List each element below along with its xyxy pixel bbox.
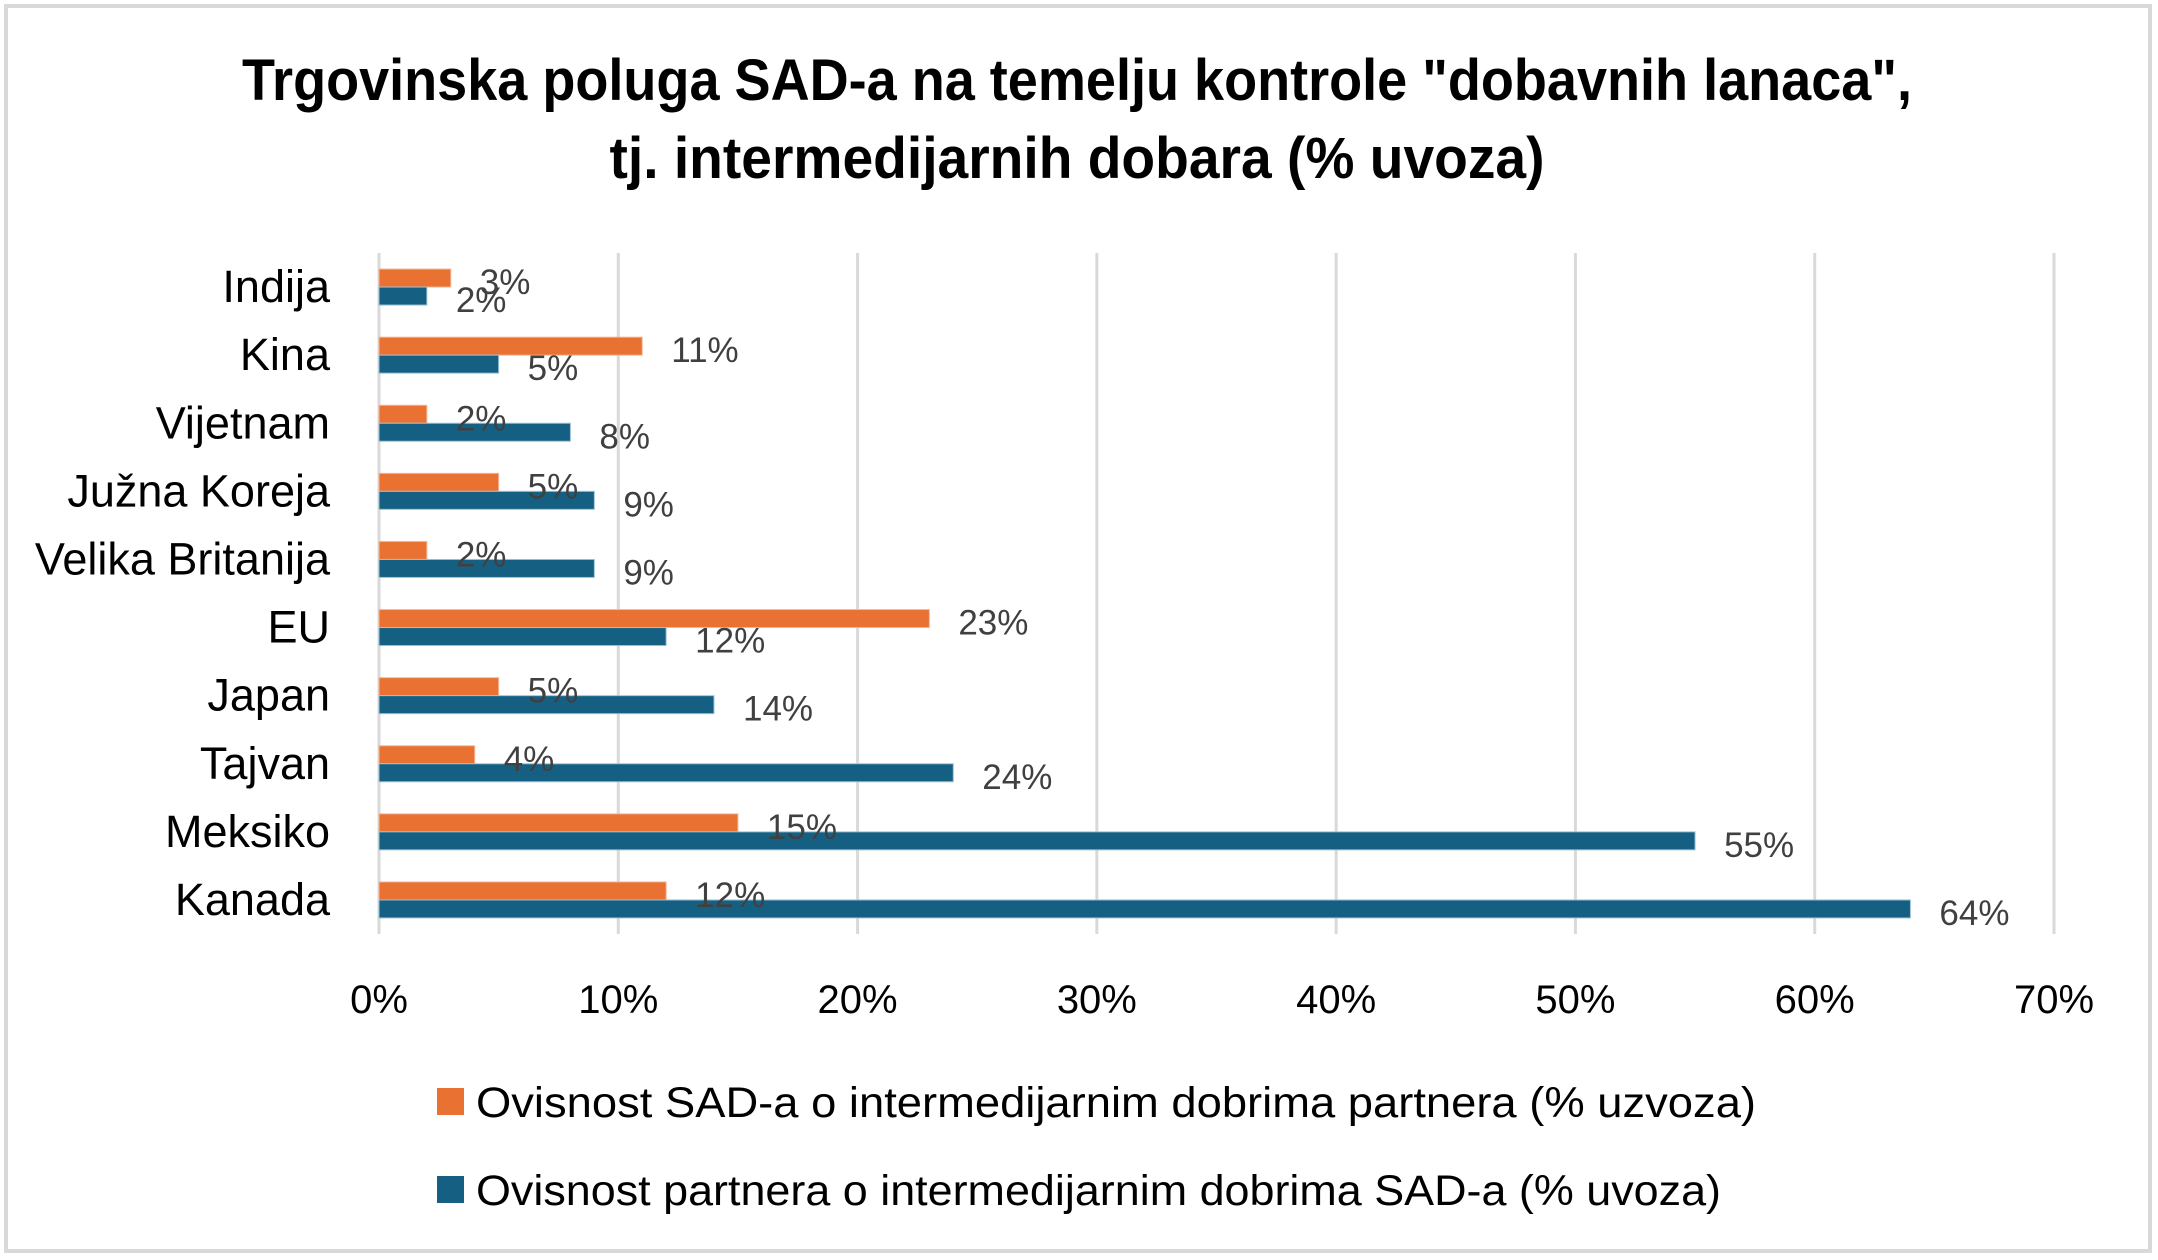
data-label: 11% <box>671 331 738 370</box>
category-label: Kanada <box>175 874 331 925</box>
bar-us-dependence <box>378 813 739 833</box>
x-tick-label: 70% <box>2014 978 2094 1022</box>
legend-item-series-1[interactable]: Ovisnost SAD-a o intermedijarnim dobrima… <box>437 1079 1756 1127</box>
data-label: 15% <box>767 808 837 847</box>
category-label: Japan <box>207 670 330 721</box>
chart-title-line-1: Trgovinska poluga SAD-a na temelju kontr… <box>242 48 1912 113</box>
data-label: 5% <box>528 349 579 388</box>
chart-title: Trgovinska poluga SAD-a na temelju kontr… <box>242 48 1912 191</box>
bar-us-dependence <box>378 336 643 356</box>
legend-swatch-orange <box>437 1088 464 1115</box>
x-axis-tick-labels: 0% 10% 20% 30% 40% 50% 60% 70% <box>350 978 2094 1022</box>
legend-label: Ovisnost partnera o intermedijarnim dobr… <box>476 1167 1721 1215</box>
data-label: 64% <box>1939 894 2009 933</box>
x-tick-label: 50% <box>1535 978 1615 1022</box>
bar-partner-dependence <box>378 831 1696 851</box>
bar-us-dependence <box>378 881 667 901</box>
legend-label: Ovisnost SAD-a o intermedijarnim dobrima… <box>476 1079 1756 1127</box>
category-label: Vijetnam <box>156 397 330 448</box>
y-axis-category-labels: Indija Kina Vijetnam Južna Koreja Velika Bri… <box>35 261 331 925</box>
category-label: Indija <box>222 261 331 312</box>
data-label: 55% <box>1724 826 1794 865</box>
x-tick-label: 30% <box>1057 978 1137 1022</box>
bars <box>378 268 1911 919</box>
category-label: Tajvan <box>200 738 330 789</box>
legend-swatch-blue <box>437 1176 464 1203</box>
chart-frame <box>4 4 2152 1253</box>
bar-partner-dependence <box>378 695 715 715</box>
category-label: Meksiko <box>165 806 330 857</box>
data-label: 2% <box>456 535 507 574</box>
x-tick-label: 20% <box>818 978 898 1022</box>
bar-us-dependence <box>378 609 930 629</box>
bar-partner-dependence <box>378 899 1911 919</box>
legend-item-series-2[interactable]: Ovisnost partnera o intermedijarnim dobr… <box>437 1167 1721 1215</box>
data-label: 9% <box>623 485 674 524</box>
chart-title-line-2: tj. intermedijarnih dobara (% uvoza) <box>610 126 1545 191</box>
data-label: 23% <box>958 604 1028 643</box>
x-tick-label: 10% <box>578 978 658 1022</box>
bar-partner-dependence <box>378 354 500 374</box>
category-label: EU <box>267 602 330 653</box>
x-tick-label: 40% <box>1296 978 1376 1022</box>
bar-partner-dependence <box>378 422 571 442</box>
data-label: 4% <box>504 740 555 779</box>
data-label: 8% <box>599 417 650 456</box>
category-label: Velika Britanija <box>35 533 331 584</box>
category-label: Južna Koreja <box>67 465 331 516</box>
bar-us-dependence <box>378 677 500 697</box>
bar-partner-dependence <box>378 763 954 783</box>
data-label: 9% <box>623 553 674 592</box>
data-label: 12% <box>695 876 765 915</box>
bar-partner-dependence <box>378 286 428 306</box>
bar-partner-dependence <box>378 490 595 510</box>
category-label: Kina <box>240 329 331 380</box>
x-tick-label: 0% <box>350 978 408 1022</box>
data-label: 24% <box>982 758 1052 797</box>
data-label: 2% <box>456 281 507 320</box>
bar-us-dependence <box>378 745 476 765</box>
data-label: 12% <box>695 622 765 661</box>
bar-partner-dependence <box>378 627 667 647</box>
data-label: 3% <box>480 263 531 302</box>
x-tick-label: 60% <box>1775 978 1855 1022</box>
legend: Ovisnost SAD-a o intermedijarnim dobrima… <box>437 1079 1756 1215</box>
bar-us-dependence <box>378 472 500 492</box>
bar-partner-dependence <box>378 558 595 578</box>
bar-us-dependence <box>378 540 428 560</box>
bar-us-dependence <box>378 268 452 288</box>
bar-us-dependence <box>378 404 428 424</box>
data-label: 5% <box>528 467 579 506</box>
data-label: 5% <box>528 672 579 711</box>
data-label: 14% <box>743 690 813 729</box>
data-label: 2% <box>456 399 507 438</box>
data-labels: 3%2%11%5%2% 8%5% 9%2% 9%23%12%5% 14%4% 24%15%… <box>456 263 2010 933</box>
